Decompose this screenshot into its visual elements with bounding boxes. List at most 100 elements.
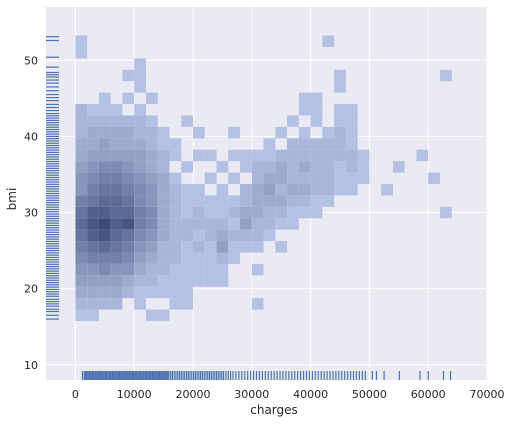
histogram-bin [122, 92, 135, 105]
histogram-bin [157, 172, 170, 184]
histogram-bin [287, 183, 299, 196]
histogram-bin [145, 115, 158, 127]
histogram-bin [87, 252, 99, 264]
histogram-bin [122, 218, 135, 230]
y-tick-label: 20 [24, 283, 38, 296]
y-tick-label: 30 [24, 207, 38, 220]
histogram-bin [87, 309, 99, 322]
histogram-bin [181, 206, 193, 219]
histogram-bin [345, 104, 358, 116]
histogram-bin [240, 161, 252, 173]
histogram-bin [134, 195, 146, 207]
histogram-bin [204, 229, 217, 242]
histogram-bin [110, 229, 123, 242]
histogram-bin [87, 149, 99, 162]
histogram-bin [275, 126, 288, 139]
histogram-bin [193, 218, 205, 230]
histogram-bin [110, 218, 123, 230]
histogram-bin [216, 218, 229, 230]
histogram-bin [228, 229, 241, 242]
histogram-bin [181, 263, 193, 276]
histogram-bin [345, 126, 358, 139]
histogram-bin [287, 161, 299, 173]
histogram-bin [263, 149, 276, 162]
histogram-bin [98, 126, 111, 139]
histogram-bin [228, 218, 241, 230]
histogram-bin [145, 286, 158, 299]
histogram-bin [145, 161, 158, 173]
histogram-bin [75, 286, 88, 299]
histogram-bin [122, 115, 135, 127]
histogram-bin [122, 69, 135, 82]
histogram-bin [134, 229, 146, 242]
histogram-bin [145, 241, 158, 253]
x-axis-title: charges [250, 403, 298, 417]
histogram-bin [310, 172, 323, 184]
histogram-bin [228, 252, 241, 264]
histogram-bin [134, 206, 146, 219]
histogram-bin [98, 229, 111, 242]
histogram-bin [263, 183, 276, 196]
histogram-bin [110, 275, 123, 287]
histogram-bin [145, 172, 158, 184]
histogram-bin [263, 195, 276, 207]
histogram-bin [75, 195, 88, 207]
histogram-bin [228, 126, 241, 139]
histogram-bin [439, 69, 452, 82]
histogram-bin [87, 104, 99, 116]
histogram-bin [98, 263, 111, 276]
histogram-bin [193, 183, 205, 196]
histogram-bin [334, 161, 346, 173]
histogram-bin [310, 104, 323, 116]
histogram-bin [145, 275, 158, 287]
histogram-bin [169, 275, 182, 287]
histogram-bin [75, 252, 88, 264]
histogram-bin [240, 241, 252, 253]
histogram-bin [110, 252, 123, 264]
histogram-bin [110, 172, 123, 184]
histogram-bin [134, 104, 146, 116]
histogram-bin [75, 35, 88, 47]
histogram-bin [110, 286, 123, 299]
histogram-bin [122, 126, 135, 139]
histogram-bin [193, 241, 205, 253]
histogram-bin [75, 229, 88, 242]
histogram-bin [193, 206, 205, 219]
histogram-bin [251, 298, 264, 310]
histogram-bin [193, 229, 205, 242]
histogram-bin [122, 161, 135, 173]
histogram-bin [122, 172, 135, 184]
histogram-bin [98, 298, 111, 310]
histogram-bin [204, 275, 217, 287]
histogram-bin [157, 286, 170, 299]
histogram-bin [204, 195, 217, 207]
histogram-bin [298, 149, 311, 162]
histogram-bin [334, 149, 346, 162]
histogram-bin [98, 183, 111, 196]
histogram-bin [157, 206, 170, 219]
histogram-bin [75, 104, 88, 116]
x-tick-label: 0 [72, 388, 79, 401]
histogram-bin [334, 183, 346, 196]
histogram-bin [345, 161, 358, 173]
y-tick-label: 40 [24, 130, 38, 143]
histogram-bin [134, 263, 146, 276]
histogram-bin [145, 206, 158, 219]
y-tick-labels: 10 20 30 40 50 [24, 54, 38, 371]
histogram-bin [322, 149, 335, 162]
histogram-bin [181, 183, 193, 196]
x-tick-label: 60000 [411, 388, 446, 401]
histogram-bin [134, 183, 146, 196]
histogram-bin [428, 172, 440, 184]
histogram-bin [345, 138, 358, 150]
histogram-bin [298, 161, 311, 173]
histogram-bin [298, 172, 311, 184]
histogram-bin [251, 195, 264, 207]
histogram-bin [110, 195, 123, 207]
histogram-bin [169, 252, 182, 264]
histogram-bin [216, 252, 229, 264]
histogram-bin [87, 275, 99, 287]
histogram-bin [134, 138, 146, 150]
histogram-bin [87, 172, 99, 184]
